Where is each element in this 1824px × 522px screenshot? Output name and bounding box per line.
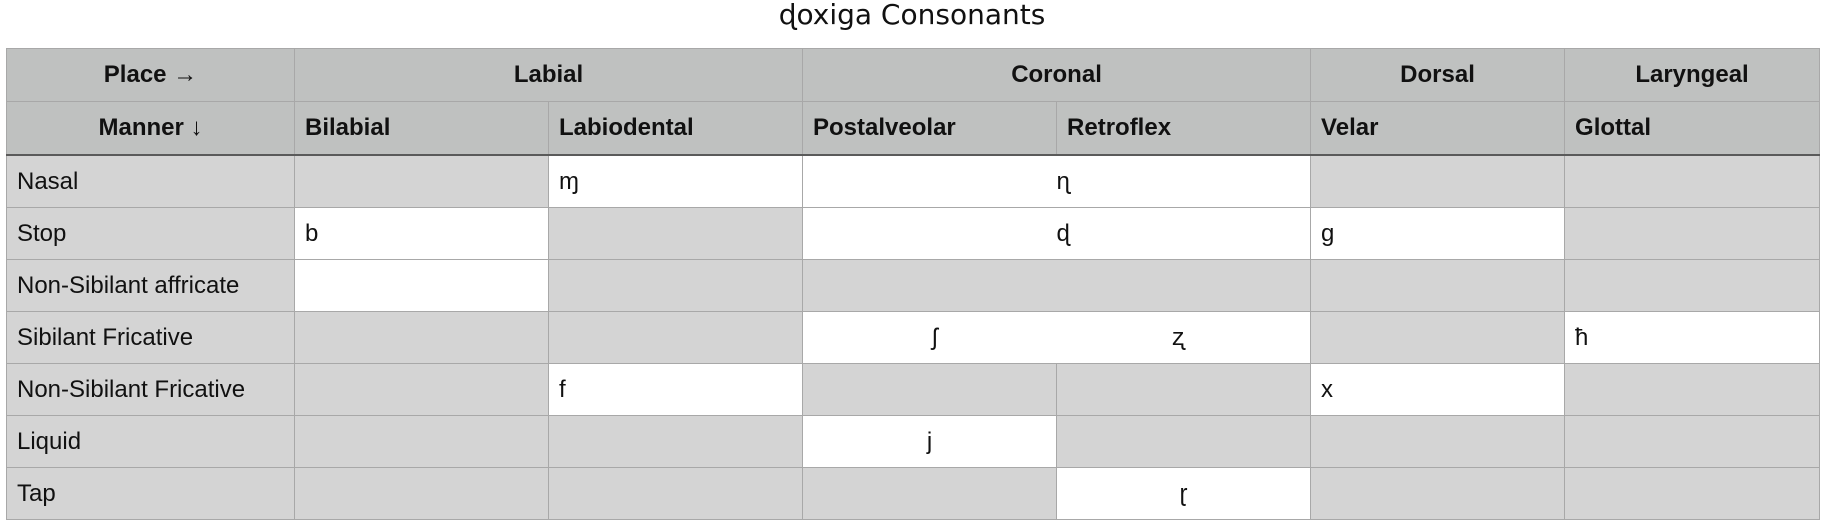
cell-sibilant-velar bbox=[1310, 311, 1566, 364]
phoneme-sibilant-retroflex: ʐ bbox=[1172, 323, 1185, 351]
cell-affricate-velar bbox=[1310, 259, 1566, 312]
cell-nonsib-glottal bbox=[1564, 363, 1821, 416]
column-header-bilabial: Bilabial bbox=[294, 101, 549, 156]
cell-affricate-coronal bbox=[802, 259, 1312, 312]
manner-header-row: Manner ↓ Bilabial Labiodental Postalveol… bbox=[6, 101, 1821, 156]
table-row: Nasal ɱ ɳ bbox=[6, 154, 1821, 208]
cell-sibilant-glottal: ħ bbox=[1564, 311, 1821, 364]
cell-stop-coronal: ɖ bbox=[802, 207, 1312, 260]
column-header-glottal: Glottal bbox=[1564, 101, 1821, 156]
cell-liquid-velar bbox=[1310, 415, 1566, 468]
cell-stop-bilabial: b bbox=[294, 207, 549, 260]
cell-affricate-bilabial bbox=[294, 259, 549, 312]
cell-stop-velar: g bbox=[1310, 207, 1566, 260]
cell-nonsib-postalveolar bbox=[802, 363, 1058, 416]
phoneme-nasal-retroflex: ɳ bbox=[1056, 167, 1070, 195]
table-row: Non-Sibilant affricate bbox=[6, 259, 1821, 312]
cell-nonsib-bilabial bbox=[294, 363, 549, 416]
row-label-liquid: Liquid bbox=[6, 415, 295, 468]
cell-sibilant-coronal: ʃ ʐ bbox=[802, 311, 1312, 364]
row-label-tap: Tap bbox=[6, 467, 295, 520]
manner-header: Manner ↓ bbox=[6, 101, 295, 156]
cell-tap-retroflex: ɽ bbox=[1056, 467, 1312, 520]
cell-nasal-bilabial bbox=[294, 154, 549, 208]
cell-sibilant-labiodental bbox=[547, 311, 804, 364]
cell-tap-postalveolar bbox=[802, 467, 1058, 520]
consonant-table: Place → Labial Coronal Dorsal Laryngeal … bbox=[6, 48, 1821, 520]
column-header-labiodental: Labiodental bbox=[547, 101, 804, 156]
cell-stop-glottal bbox=[1564, 207, 1821, 260]
cell-nonsib-retroflex bbox=[1056, 363, 1312, 416]
cell-nasal-coronal: ɳ bbox=[802, 154, 1312, 208]
cell-nasal-glottal bbox=[1564, 154, 1821, 208]
table-row: Stop b ɖ g bbox=[6, 207, 1821, 260]
cell-nasal-velar bbox=[1310, 154, 1566, 208]
table-row: Liquid j bbox=[6, 415, 1821, 468]
cell-tap-bilabial bbox=[294, 467, 549, 520]
cell-tap-glottal bbox=[1564, 467, 1821, 520]
column-header-velar: Velar bbox=[1310, 101, 1566, 156]
group-header-laryngeal: Laryngeal bbox=[1564, 48, 1821, 102]
cell-affricate-labiodental bbox=[547, 259, 804, 312]
cell-stop-labiodental bbox=[547, 207, 804, 260]
cell-liquid-bilabial bbox=[294, 415, 549, 468]
row-label-sibilant-fricative: Sibilant Fricative bbox=[6, 311, 295, 364]
place-header: Place → bbox=[6, 48, 295, 102]
cell-liquid-retroflex bbox=[1056, 415, 1312, 468]
cell-nonsib-labiodental: f bbox=[547, 363, 804, 416]
cell-liquid-glottal bbox=[1564, 415, 1821, 468]
group-header-dorsal: Dorsal bbox=[1310, 48, 1566, 102]
cell-tap-velar bbox=[1310, 467, 1566, 520]
cell-liquid-labiodental bbox=[547, 415, 804, 468]
cell-liquid-postalveolar: j bbox=[802, 415, 1058, 468]
group-header-coronal: Coronal bbox=[802, 48, 1312, 102]
cell-tap-labiodental bbox=[547, 467, 804, 520]
cell-sibilant-bilabial bbox=[294, 311, 549, 364]
cell-nasal-labiodental: ɱ bbox=[547, 154, 804, 208]
column-header-postalveolar: Postalveolar bbox=[802, 101, 1058, 156]
table-row: Non-Sibilant Fricative f x bbox=[6, 363, 1821, 416]
row-label-non-sibilant-affricate: Non-Sibilant affricate bbox=[6, 259, 295, 312]
phoneme-stop-retroflex: ɖ bbox=[1056, 219, 1070, 247]
row-label-non-sibilant-fricative: Non-Sibilant Fricative bbox=[6, 363, 295, 416]
cell-affricate-glottal bbox=[1564, 259, 1821, 312]
table-row: Sibilant Fricative ʃ ʐ ħ bbox=[6, 311, 1821, 364]
row-label-stop: Stop bbox=[6, 207, 295, 260]
cell-nonsib-velar: x bbox=[1310, 363, 1566, 416]
row-label-nasal: Nasal bbox=[6, 154, 295, 208]
place-header-row: Place → Labial Coronal Dorsal Laryngeal bbox=[6, 48, 1821, 102]
column-header-retroflex: Retroflex bbox=[1056, 101, 1312, 156]
table-row: Tap ɽ bbox=[6, 467, 1821, 520]
phoneme-sibilant-postalveolar: ʃ bbox=[932, 323, 938, 351]
group-header-labial: Labial bbox=[293, 48, 804, 102]
table-title: ɖoxiga Consonants bbox=[778, 0, 1046, 31]
